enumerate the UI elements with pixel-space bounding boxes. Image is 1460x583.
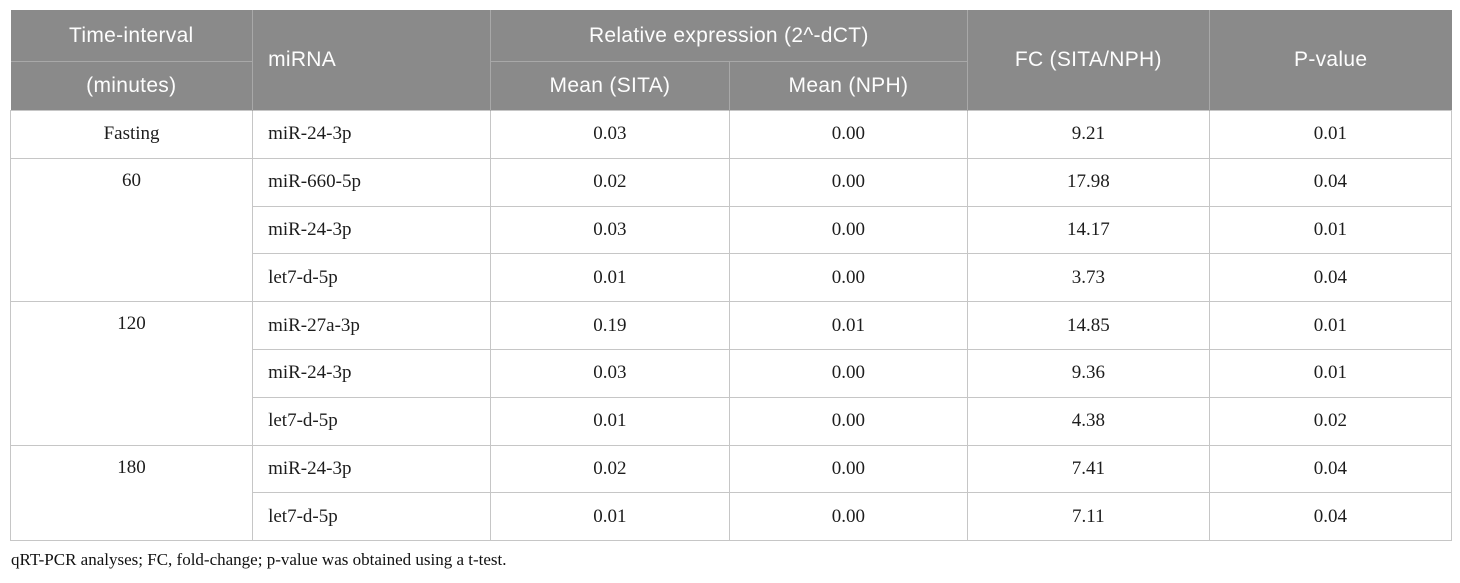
table-row: miR-24-3p 0.03 0.00 14.17 0.01 [11,205,1453,255]
cell-time: 180 [9,444,254,542]
cell-fc: 9.21 [966,110,1210,159]
cell-fc: 7.41 [966,444,1210,494]
cell-time: Fasting [9,110,254,159]
table-header: Time-interval miRNA Relative expression … [10,10,1452,111]
table-footnote: qRT-PCR analyses; FC, fold-change; p-val… [11,550,507,570]
cell-mean-nph: 0.00 [729,157,968,207]
table-row: miR-24-3p 0.03 0.00 9.36 0.01 [11,348,1453,398]
cell-fc: 14.17 [966,205,1210,255]
cell-fc: 9.36 [966,348,1210,398]
header-relative-expression: Relative expression (2^-dCT) [490,10,968,62]
cell-pvalue: 0.01 [1208,110,1453,159]
cell-pvalue: 0.01 [1208,348,1453,398]
cell-mirna: let7-d-5p [252,396,491,446]
cell-pvalue: 0.04 [1208,492,1453,542]
cell-pvalue: 0.01 [1208,301,1453,350]
cell-mean-nph: 0.00 [729,444,968,494]
cell-fc: 7.11 [966,492,1210,542]
table-row: Fasting miR-24-3p 0.03 0.00 9.21 0.01 [9,110,1453,159]
cell-fc: 3.73 [966,253,1210,303]
header-pvalue: P-value [1209,10,1452,111]
cell-mirna: miR-24-3p [252,348,491,398]
cell-mean-sita: 0.19 [489,301,731,350]
cell-fc: 4.38 [966,396,1210,446]
cell-time: 60 [9,157,254,303]
cell-mean-sita: 0.01 [489,492,731,542]
table-body: Fasting miR-24-3p 0.03 0.00 9.21 0.01 60… [9,110,1453,542]
cell-mean-nph: 0.00 [729,396,968,446]
header-time-minutes: (minutes) [10,61,254,111]
header-time-interval: Time-interval [10,10,254,62]
cell-mean-sita: 0.01 [489,396,731,446]
cell-mean-nph: 0.00 [729,348,968,398]
cell-pvalue: 0.04 [1208,157,1453,207]
cell-pvalue: 0.04 [1208,253,1453,303]
cell-mean-sita: 0.01 [489,253,731,303]
cell-mean-sita: 0.03 [489,205,731,255]
cell-mirna: let7-d-5p [252,253,491,303]
cell-mean-nph: 0.01 [729,301,968,350]
table-row: let7-d-5p 0.01 0.00 4.38 0.02 [11,396,1453,446]
cell-pvalue: 0.02 [1208,396,1453,446]
header-fc: FC (SITA/NPH) [967,10,1210,111]
cell-mirna: let7-d-5p [252,492,491,542]
cell-pvalue: 0.01 [1208,205,1453,255]
cell-mirna: miR-27a-3p [252,301,491,350]
cell-mirna: miR-24-3p [252,110,491,159]
header-mean-sita: Mean (SITA) [490,61,731,111]
results-table: Time-interval miRNA Relative expression … [9,10,1453,542]
cell-fc: 14.85 [966,301,1210,350]
cell-mirna: miR-24-3p [252,444,491,494]
cell-pvalue: 0.04 [1208,444,1453,494]
cell-mean-nph: 0.00 [729,205,968,255]
header-mean-nph: Mean (NPH) [729,61,968,111]
table-row: 60 miR-660-5p 0.02 0.00 17.98 0.04 [9,157,1453,303]
cell-time: 120 [9,301,254,446]
table-row: 180 miR-24-3p 0.02 0.00 7.41 0.04 [9,444,1453,542]
cell-mean-sita: 0.03 [489,348,731,398]
cell-mean-sita: 0.03 [489,110,731,159]
table-row: let7-d-5p 0.01 0.00 7.11 0.04 [11,492,1453,542]
cell-mean-sita: 0.02 [489,444,731,494]
table-row: let7-d-5p 0.01 0.00 3.73 0.04 [11,253,1453,303]
cell-mean-nph: 0.00 [729,253,968,303]
header-mirna: miRNA [252,10,491,111]
cell-mirna: miR-660-5p [252,157,491,207]
table-row: 120 miR-27a-3p 0.19 0.01 14.85 0.01 [9,301,1453,446]
cell-mean-sita: 0.02 [489,157,731,207]
cell-mean-nph: 0.00 [729,110,968,159]
cell-mirna: miR-24-3p [252,205,491,255]
cell-mean-nph: 0.00 [729,492,968,542]
cell-fc: 17.98 [966,157,1210,207]
